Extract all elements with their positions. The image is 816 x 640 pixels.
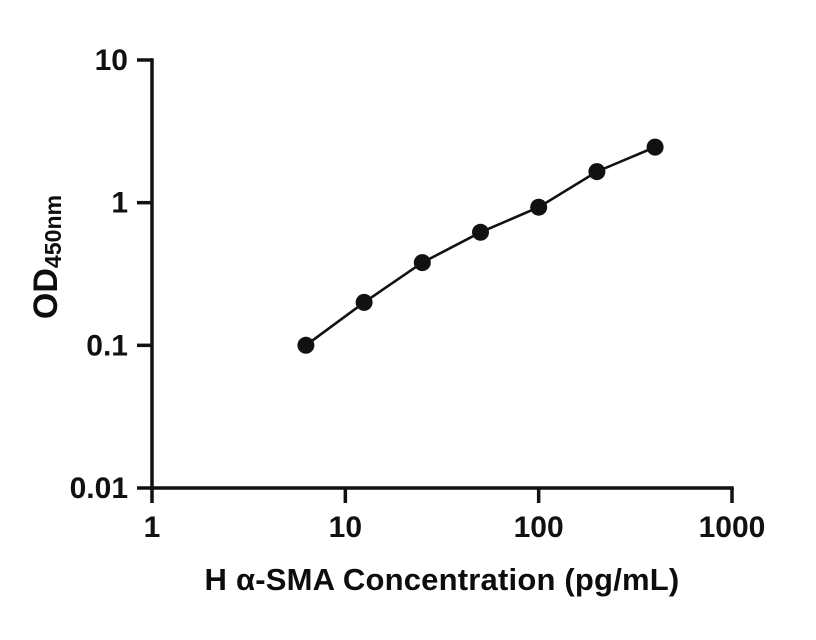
y-axis-title-main: OD xyxy=(26,268,65,320)
x-axis-tick-label: 1000 xyxy=(699,511,766,544)
y-axis-tick-label: 0.01 xyxy=(70,472,128,505)
x-axis-tick-label: 10 xyxy=(329,511,362,544)
y-axis-title-subscript: 450nm xyxy=(40,194,67,269)
data-point-marker xyxy=(413,254,431,272)
data-point-marker xyxy=(472,223,489,241)
data-point-marker xyxy=(530,198,548,216)
y-axis-tick-label: 0.1 xyxy=(86,329,128,362)
x-axis-title: H α-SMA Concentration (pg/mL) xyxy=(204,562,680,597)
data-point-marker xyxy=(588,163,606,181)
axis-spine xyxy=(150,58,734,490)
x-axis-tick-label: 100 xyxy=(514,511,564,544)
data-point-marker xyxy=(355,293,373,311)
data-point-marker xyxy=(297,336,315,354)
y-axis-tick-label: 10 xyxy=(95,44,128,77)
y-axis-tick-label: 1 xyxy=(111,187,128,220)
y-axis-title: OD450nm xyxy=(27,195,67,319)
data-point-marker xyxy=(646,138,664,156)
x-axis-tick-label: 1 xyxy=(144,511,161,544)
